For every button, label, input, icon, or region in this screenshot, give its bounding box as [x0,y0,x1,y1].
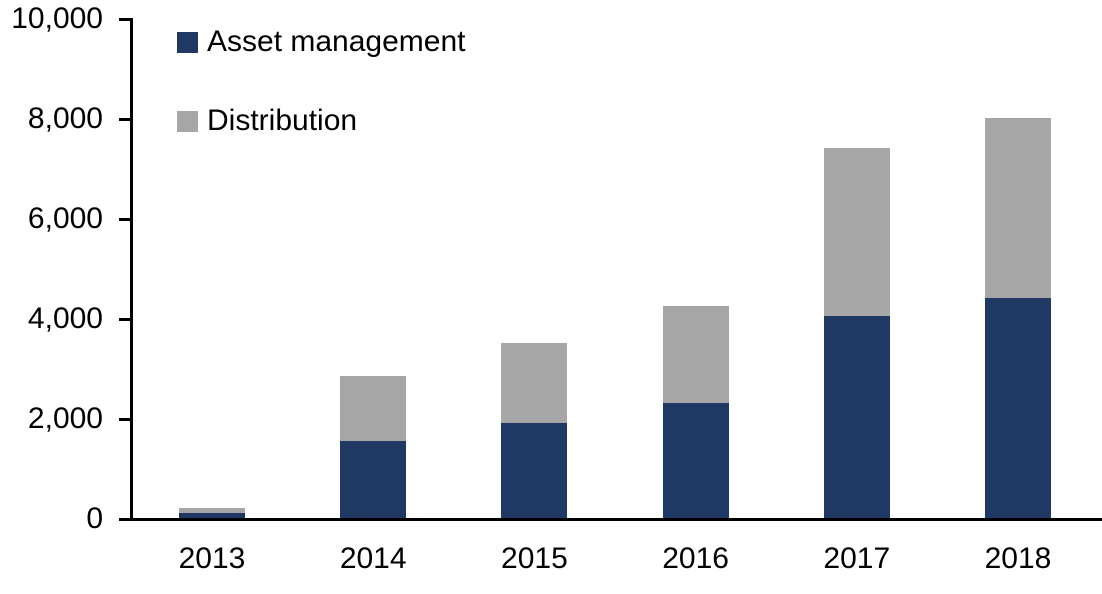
x-axis-label-2014: 2014 [339,542,407,575]
bar-segment-distribution-2018 [985,118,1051,298]
y-tick-mark [119,517,131,521]
x-axis-label-2015: 2015 [501,542,568,575]
bar-segment-distribution-2014 [340,375,407,441]
y-tick-label: 4,000 [27,302,103,335]
y-tick-label: 6,000 [27,202,103,235]
bar-segment-asset-management-2015 [501,423,568,518]
y-tick-label: 2,000 [27,402,103,435]
legend-label-asset-management: Asset management [207,25,466,58]
x-axis-label-2018: 2018 [984,542,1052,575]
y-tick-mark [119,17,131,21]
x-axis-label-2013: 2013 [178,542,246,575]
bar-segment-asset-management-2013 [179,513,245,518]
y-tick-mark [119,417,131,421]
y-tick-mark [119,117,131,121]
bar-segment-distribution-2013 [179,508,245,513]
bar-segment-asset-management-2017 [823,315,890,518]
y-tick-label: 0 [86,502,103,535]
legend-label-distribution: Distribution [207,104,358,137]
bar-segment-asset-management-2018 [985,298,1051,518]
bar-segment-asset-management-2016 [662,403,729,518]
y-axis-line [130,18,133,521]
y-tick-label: 10,000 [11,2,103,35]
y-tick-mark [119,317,131,321]
legend-item-distribution: Distribution [177,106,465,136]
bar-segment-asset-management-2014 [340,440,407,518]
legend: Asset management Distribution [177,27,465,185]
legend-item-asset-management: Asset management [177,27,465,57]
legend-swatch-asset-management [177,31,198,53]
legend-swatch-distribution [177,110,198,132]
y-tick-mark [119,217,131,221]
x-axis-line [119,518,1102,521]
x-axis-label-2016: 2016 [662,542,729,575]
bar-segment-distribution-2017 [823,148,890,316]
x-axis-label-2017: 2017 [823,542,891,575]
bar-segment-distribution-2015 [501,343,568,423]
bar-segment-distribution-2016 [662,305,729,403]
y-tick-label: 8,000 [27,102,103,135]
